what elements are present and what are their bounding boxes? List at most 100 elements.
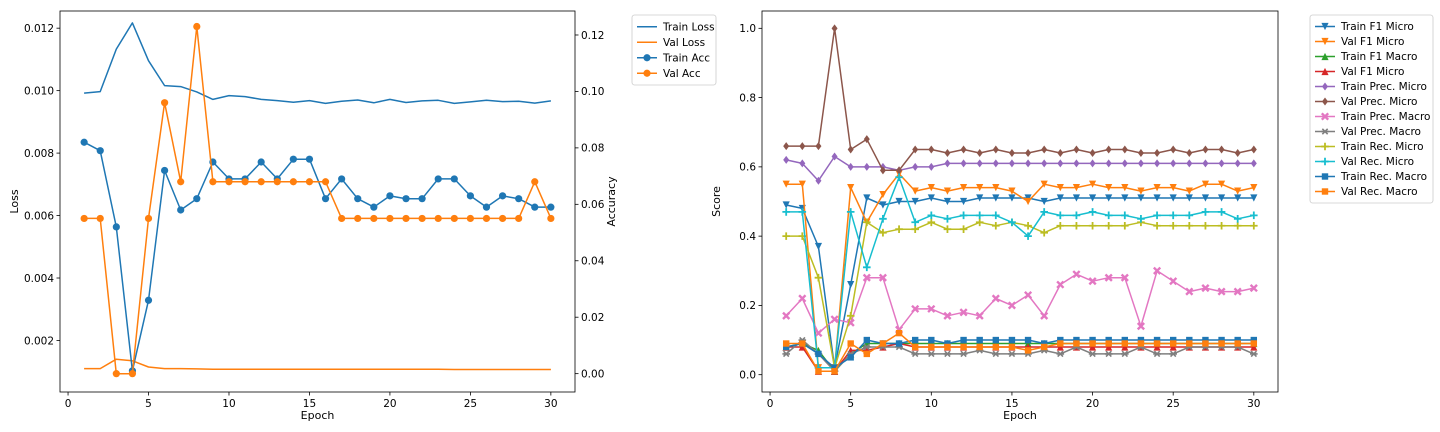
data-point-s7-22 bbox=[1120, 273, 1129, 282]
data-point-s10-7 bbox=[879, 215, 887, 223]
data-point-s5-2 bbox=[799, 159, 806, 168]
data-point-s1-14 bbox=[992, 194, 1000, 202]
data-point-s3-28 bbox=[515, 195, 523, 203]
data-point-s10-22 bbox=[1121, 211, 1129, 220]
data-point-s6-23 bbox=[1137, 149, 1144, 158]
data-point-s6-18 bbox=[1057, 149, 1064, 158]
legend-label: Train Loss bbox=[662, 21, 715, 33]
data-point-s10-30 bbox=[1250, 211, 1258, 220]
data-point-s11-27 bbox=[1202, 336, 1209, 344]
data-point-s12-12 bbox=[960, 343, 967, 351]
data-point-s2-25 bbox=[1169, 184, 1177, 192]
data-point-s4-26 bbox=[482, 214, 491, 223]
data-point-s4-22 bbox=[418, 214, 426, 223]
data-point-s6-24 bbox=[1154, 149, 1161, 158]
data-point-s8-10 bbox=[927, 350, 936, 358]
x-tick-label: 0 bbox=[65, 398, 72, 410]
data-point-s1-9 bbox=[911, 197, 919, 206]
data-point-s11-21 bbox=[1105, 336, 1112, 344]
data-point-s7-4 bbox=[830, 315, 839, 324]
data-point-s11-23 bbox=[1137, 336, 1145, 344]
data-point-s1-23 bbox=[1137, 194, 1145, 202]
data-point-s12-22 bbox=[1121, 340, 1129, 347]
data-point-s6-30 bbox=[1250, 145, 1257, 154]
data-point-s10-2 bbox=[798, 208, 807, 216]
data-point-s8-18 bbox=[1056, 350, 1065, 358]
data-point-s4-1 bbox=[80, 214, 88, 223]
x-tick-label: 5 bbox=[145, 398, 152, 410]
data-point-s7-23 bbox=[1136, 322, 1145, 331]
data-point-s2-19 bbox=[1072, 184, 1081, 192]
data-point-s1-26 bbox=[1185, 194, 1193, 202]
data-point-s4-20 bbox=[1088, 343, 1097, 351]
data-point-s1-1 bbox=[782, 201, 790, 209]
data-point-s10-24 bbox=[1153, 211, 1161, 220]
data-point-s9-9 bbox=[911, 225, 919, 234]
data-point-s3-12 bbox=[257, 158, 265, 166]
data-point-s5-11 bbox=[944, 159, 951, 168]
y2-tick-label: 0.06 bbox=[581, 199, 605, 211]
data-point-s11-3 bbox=[815, 350, 822, 358]
data-point-s5-6 bbox=[863, 162, 870, 171]
data-point-s4-18 bbox=[1056, 343, 1064, 351]
x-tick-label: 30 bbox=[1247, 398, 1260, 410]
series-line-1 bbox=[786, 197, 1254, 369]
data-point-s2-5 bbox=[847, 184, 855, 192]
data-point-s10-18 bbox=[1056, 211, 1065, 220]
data-point-s2-15 bbox=[1008, 187, 1016, 195]
data-point-s4-24 bbox=[1153, 343, 1161, 351]
data-point-s9-25 bbox=[1169, 221, 1177, 230]
data-point-s5-20 bbox=[1089, 159, 1096, 168]
legend-label: Val Prec. Macro bbox=[1341, 126, 1421, 138]
y-tick-label: 0.002 bbox=[24, 335, 54, 347]
data-point-s6-8 bbox=[896, 166, 903, 175]
data-point-s4-7 bbox=[177, 178, 185, 186]
data-point-s4-16 bbox=[321, 178, 330, 186]
data-point-s7-10 bbox=[927, 304, 936, 313]
data-point-s12-24 bbox=[1153, 340, 1161, 347]
data-point-s11-14 bbox=[992, 336, 1000, 344]
data-point-s4-14 bbox=[289, 178, 297, 186]
data-point-s3-24 bbox=[450, 175, 458, 183]
data-point-s5-5 bbox=[847, 162, 854, 171]
data-point-s7-13 bbox=[975, 311, 984, 320]
data-point-s10-26 bbox=[1185, 211, 1194, 220]
data-point-s2-23 bbox=[1137, 187, 1145, 195]
series-line-1 bbox=[84, 22, 552, 105]
data-point-s6-4 bbox=[831, 24, 838, 33]
data-point-s3-15 bbox=[305, 155, 314, 163]
y2-tick-label: 0.08 bbox=[581, 143, 604, 155]
y-tick-label: 0.4 bbox=[739, 231, 756, 243]
data-point-s2-30 bbox=[1250, 184, 1258, 192]
data-point-s6-5 bbox=[847, 145, 854, 154]
x-tick-label: 0 bbox=[767, 398, 774, 410]
data-point-s10-14 bbox=[992, 211, 1000, 220]
series-line-6 bbox=[786, 27, 1254, 172]
data-point-s8-20 bbox=[1088, 350, 1097, 358]
data-point-s6-1 bbox=[783, 142, 790, 151]
data-point-s8-15 bbox=[1008, 350, 1016, 358]
data-point-s11-28 bbox=[1218, 336, 1225, 344]
data-point-s7-1 bbox=[782, 311, 791, 320]
data-point-s4-8 bbox=[193, 22, 201, 31]
data-point-s9-3 bbox=[814, 273, 823, 282]
data-point-s7-20 bbox=[1088, 277, 1097, 286]
data-point-s9-19 bbox=[1072, 221, 1081, 230]
data-point-s4-13 bbox=[273, 178, 281, 186]
legend: Train Loss Val Loss Train Acc Val Acc bbox=[631, 14, 717, 86]
data-point-s6-13 bbox=[976, 149, 983, 158]
data-point-s10-19 bbox=[1072, 211, 1081, 220]
data-point-s5-23 bbox=[1137, 159, 1144, 168]
data-point-s8-22 bbox=[1121, 350, 1129, 358]
data-point-s4-22 bbox=[1121, 343, 1129, 351]
x-tick-label: 10 bbox=[222, 398, 235, 410]
data-point-s6-17 bbox=[1041, 145, 1048, 154]
series-line-9 bbox=[786, 221, 1254, 369]
series-line-4 bbox=[786, 342, 1254, 372]
data-point-s4-4 bbox=[128, 370, 137, 378]
x-axis-label: Epoch bbox=[1003, 409, 1037, 422]
data-point-s8-25 bbox=[1169, 350, 1177, 358]
data-point-s8-9 bbox=[911, 350, 919, 358]
data-point-s5-19 bbox=[1073, 159, 1080, 168]
data-point-s8-6 bbox=[863, 343, 871, 351]
